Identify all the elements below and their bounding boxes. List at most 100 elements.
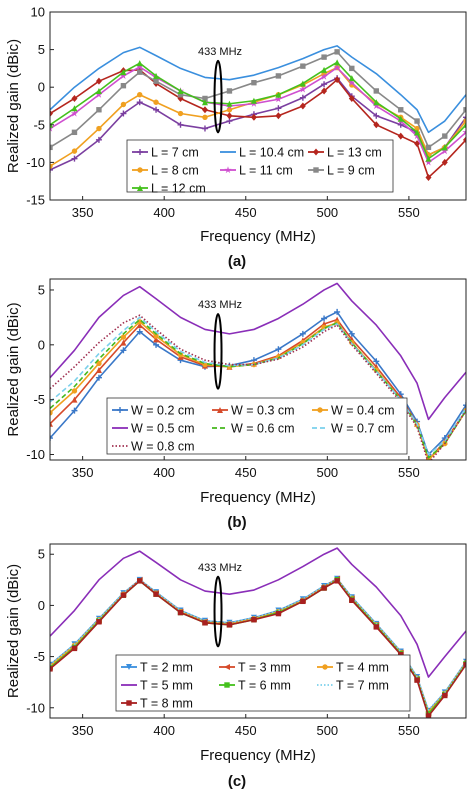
data-point <box>397 115 404 122</box>
series-line-7 <box>50 314 466 460</box>
legend-entry: T = 6 mm <box>238 679 291 693</box>
legend-entry: L = 9 cm <box>327 164 375 178</box>
data-point <box>299 102 306 110</box>
data-point <box>441 147 449 155</box>
y-tick-label: 10 <box>31 5 45 20</box>
data-point <box>320 72 328 80</box>
x-tick-label: 450 <box>235 723 257 738</box>
data-point <box>202 95 208 102</box>
data-point <box>136 99 143 106</box>
chart-panel-1: 433 MHz 350 400 450 500 550 -15 -10 -5 0 5 10 Freque… <box>5 5 467 270</box>
data-point <box>334 49 340 55</box>
data-point <box>177 92 184 98</box>
data-point <box>425 173 432 181</box>
legend-entry: L = 8 cm <box>151 164 199 178</box>
legend-entry: L = 7 cm <box>151 146 199 160</box>
series-line-4 <box>50 282 466 421</box>
annotation-label: 433 MHz <box>198 562 242 574</box>
chart-panel-3: 433 MHz 350 400 450 500 550 -10 -5 0 5 Frequency (… <box>5 543 467 790</box>
data-point <box>321 54 327 60</box>
legend-box <box>115 654 411 712</box>
data-point <box>71 407 78 414</box>
y-tick-label: -5 <box>33 392 45 407</box>
data-point <box>177 110 184 117</box>
legend-entry: T = 4 mm <box>336 661 389 675</box>
data-point <box>425 144 432 151</box>
data-point <box>321 585 327 591</box>
data-point <box>95 136 102 143</box>
data-point <box>299 94 306 101</box>
data-point <box>70 109 79 117</box>
data-point <box>96 107 102 113</box>
data-point <box>414 140 421 148</box>
data-point <box>120 82 127 89</box>
data-point <box>50 666 53 672</box>
data-point <box>348 75 355 82</box>
data-point <box>71 388 78 394</box>
legend-swatch-marker <box>126 664 132 670</box>
legend-entry: W = 0.6 cm <box>231 422 295 436</box>
data-point <box>321 81 328 88</box>
data-point <box>275 346 282 353</box>
data-point <box>120 101 127 108</box>
data-point <box>71 94 78 102</box>
data-point <box>414 677 420 683</box>
legend-entry: L = 10.4 cm <box>239 146 304 160</box>
legend-entry: T = 2 mm <box>140 661 193 675</box>
data-point <box>349 597 355 603</box>
y-tick-label: 0 <box>38 598 45 613</box>
x-tick-label: 350 <box>72 465 94 480</box>
data-point <box>50 410 53 416</box>
data-point <box>299 85 307 93</box>
data-point <box>120 347 127 354</box>
data-point <box>373 624 379 630</box>
x-axis-label: Frequency (MHz) <box>200 228 316 245</box>
legend-entry: T = 8 mm <box>140 697 193 711</box>
data-point <box>299 330 306 337</box>
data-point <box>136 63 144 70</box>
data-point <box>348 94 355 102</box>
data-point <box>321 315 328 322</box>
x-tick-label: 550 <box>398 723 420 738</box>
data-point <box>137 578 143 584</box>
data-point <box>50 166 53 173</box>
legend-swatch-marker <box>126 700 132 706</box>
data-point <box>425 155 432 162</box>
y-tick-label: 0 <box>38 80 45 95</box>
legend-entry: W = 0.4 cm <box>331 404 395 418</box>
data-point <box>71 645 78 652</box>
data-point <box>334 308 341 315</box>
data-point <box>414 118 420 124</box>
legend: W = 0.2 cm W = 0.3 cm W = 0.4 cm W = 0.5 cm… <box>106 397 408 455</box>
data-point <box>398 107 404 113</box>
annotation-label: 433 MHz <box>198 46 242 58</box>
data-point <box>424 158 433 166</box>
data-point <box>251 79 257 86</box>
data-point <box>275 610 282 617</box>
y-tick-label: 5 <box>38 42 45 57</box>
data-point <box>50 420 53 427</box>
panel-caption: (b) <box>227 514 246 531</box>
legend-entry: T = 7 mm <box>336 679 389 693</box>
data-point <box>372 102 380 110</box>
data-point <box>71 105 78 112</box>
data-point <box>153 72 160 79</box>
legend-box <box>106 397 408 455</box>
legend-entry: L = 11 cm <box>239 164 293 178</box>
data-point <box>299 80 306 87</box>
data-point <box>120 334 127 340</box>
data-point <box>300 598 306 605</box>
legend-entry: W = 0.7 cm <box>331 422 395 436</box>
y-tick-label: 5 <box>38 282 45 297</box>
legend-entry: T = 3 mm <box>238 661 291 675</box>
y-tick-label: -15 <box>26 193 45 208</box>
legend-swatch-marker <box>322 664 328 670</box>
data-point <box>137 92 143 98</box>
data-point <box>334 59 341 66</box>
data-point <box>119 72 128 79</box>
data-point <box>334 578 340 584</box>
data-point <box>373 358 380 365</box>
data-point <box>153 78 159 84</box>
data-point <box>50 144 53 151</box>
